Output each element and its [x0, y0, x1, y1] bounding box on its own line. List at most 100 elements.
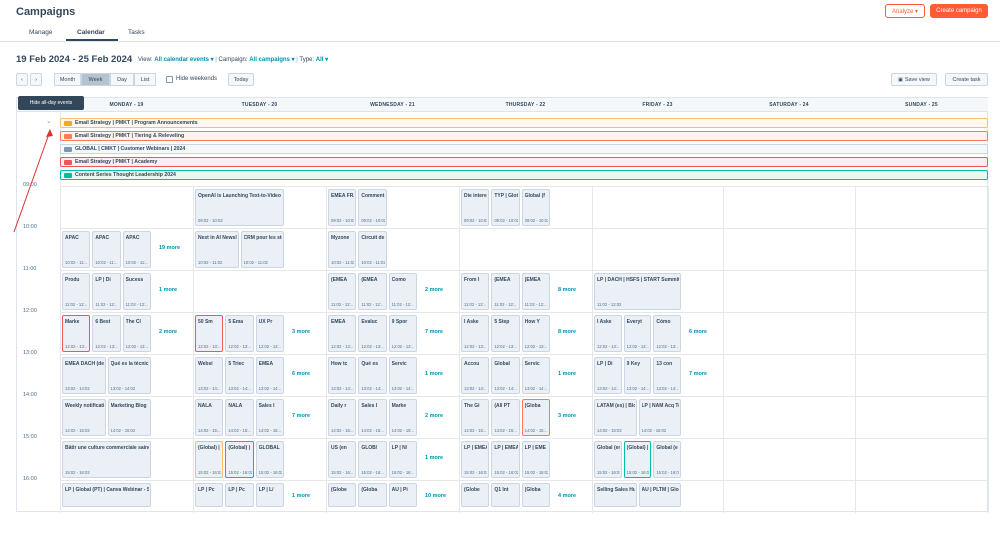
calendar-event[interactable]: How tc 13:02 - 14:..	[328, 357, 357, 394]
calendar-event[interactable]: Global (f 09:02 - 10:02	[521, 189, 550, 226]
calendar-event[interactable]: I Aske 12:02 - 13:..	[594, 315, 622, 352]
calendar-event[interactable]: AU | PLTM | Glol	[638, 483, 681, 507]
more-events-link[interactable]: 7 more	[425, 329, 444, 335]
calendar-event[interactable]: Next in AI Newsl 10:02 - 11:02	[195, 231, 239, 268]
calendar-event[interactable]: Websi 13:02 - 14:..	[195, 357, 224, 394]
today-button[interactable]: Today	[228, 73, 254, 86]
calendar-event[interactable]: Die intere 09:02 - 10:02	[461, 189, 490, 226]
calendar-event[interactable]: CRM pour les sté 10:02 - 11:02	[240, 231, 284, 268]
mode-month[interactable]: Month	[54, 73, 81, 86]
calendar-event[interactable]: Global 13:02 - 14:..	[491, 357, 520, 394]
hide-weekends-checkbox[interactable]	[166, 76, 173, 83]
calendar-event[interactable]: 9 Spor 12:02 - 13:..	[388, 315, 417, 352]
calendar-event[interactable]: 50 Sm 12:02 - 13:..	[195, 315, 224, 352]
calendar-event[interactable]: LP | DACH | HSFS | START Summit Off 11:02…	[594, 273, 681, 310]
calendar-event[interactable]: I Aske 12:02 - 13:..	[461, 315, 490, 352]
more-events-link[interactable]: 2 more	[159, 329, 178, 335]
calendar-event[interactable]: Como 11:02 - 12:..	[388, 273, 417, 310]
calendar-event[interactable]: Global (e 15:02 - 16:02	[653, 441, 681, 478]
calendar-event[interactable]: Weekly notificati 14:02 - 15:02	[62, 399, 106, 436]
all-day-event[interactable]: Email Strategy | PMKT | Program Announce…	[60, 118, 988, 128]
all-day-event[interactable]: GLOBAL | CMKT | Customer Webinars | 2024	[60, 144, 988, 154]
calendar-event[interactable]: Circuit de distrit 10:02 - 11:02	[358, 231, 387, 268]
more-events-link[interactable]: 7 more	[292, 413, 311, 419]
calendar-event[interactable]: 13 con 13:02 - 14:..	[653, 357, 681, 394]
more-events-link[interactable]: 1 more	[292, 493, 311, 499]
next-week-button[interactable]: ›	[30, 73, 42, 86]
more-events-link[interactable]: 3 more	[292, 329, 311, 335]
more-events-link[interactable]: 4 more	[558, 493, 577, 499]
calendar-event[interactable]: LP | EME 15:02 - 16:02	[521, 441, 550, 478]
calendar-event[interactable]: GLOB/15:02 - 16:..	[358, 441, 387, 478]
more-events-link[interactable]: 3 more	[558, 413, 577, 419]
type-dropdown[interactable]: All ▾	[315, 57, 329, 63]
calendar-event[interactable]: (EMEA 11:02 - 12:..	[491, 273, 520, 310]
calendar-event[interactable]: 5 Step 12:02 - 13:..	[491, 315, 520, 352]
calendar-event[interactable]: How Y 12:02 - 13:..	[521, 315, 550, 352]
calendar-event[interactable]: (Global) | 15:02 - 16:02	[623, 441, 652, 478]
calendar-event[interactable]: Bâtir une culture commerciale saine e 15:…	[62, 441, 151, 478]
more-events-link[interactable]: 10 more	[425, 493, 447, 499]
tab-manage[interactable]: Manage	[29, 29, 53, 36]
calendar-event[interactable]: (EMEA 11:02 - 12:..	[521, 273, 550, 310]
calendar-event[interactable]: Comment foncti 09:02 - 10:02	[358, 189, 387, 226]
calendar-event[interactable]: Global (er 15:02 - 16:02	[594, 441, 622, 478]
calendar-event[interactable]: Q1 Int	[491, 483, 520, 507]
more-events-link[interactable]: 7 more	[689, 371, 708, 377]
calendar-event[interactable]: (Global) | 15:02 - 16:02	[225, 441, 254, 478]
create-task-button[interactable]: Create task	[945, 73, 988, 86]
more-events-link[interactable]: 1 more	[425, 455, 444, 461]
calendar-event[interactable]: LP | L/	[255, 483, 284, 507]
calendar-event[interactable]: Accou 13:02 - 14:..	[461, 357, 490, 394]
calendar-event[interactable]: Sales I 14:02 - 15:..	[255, 399, 284, 436]
calendar-event[interactable]: (All PT 14:02 - 15:..	[491, 399, 520, 436]
all-day-event[interactable]: Email Strategy | PMKT | Tiering & Releve…	[60, 131, 988, 141]
calendar-event[interactable]: The Cl 12:02 - 13:..	[122, 315, 151, 352]
collapse-chevron-icon[interactable]: ⌄	[46, 118, 52, 125]
calendar-event[interactable]: Everyt 12:02 - 13:..	[623, 315, 652, 352]
calendar-event[interactable]: (Globa	[521, 483, 550, 507]
calendar-event[interactable]: LATAM (es) | Blog 14:02 - 15:02	[594, 399, 637, 436]
calendar-event[interactable]: APAC 10:02 - 11:..	[62, 231, 91, 268]
calendar-event[interactable]: Daily r 14:02 - 15:..	[328, 399, 357, 436]
calendar-event[interactable]: Marketing Blog 14:02 - 15:02	[107, 399, 151, 436]
calendar-event[interactable]: The Gi 14:02 - 15:..	[461, 399, 490, 436]
calendar-event[interactable]: EMEA 12:02 - 13:..	[328, 315, 357, 352]
calendar-event[interactable]: NALA 14:02 - 15:..	[225, 399, 254, 436]
calendar-event[interactable]: Selling Sales Hub	[594, 483, 637, 507]
calendar-event[interactable]: (Globe	[461, 483, 490, 507]
calendar-event[interactable]: NALA 14:02 - 15:..	[195, 399, 224, 436]
prev-week-button[interactable]: ‹	[16, 73, 28, 86]
calendar-event[interactable]: AU | Pi	[388, 483, 417, 507]
calendar-event[interactable]: Qué es 13:02 - 14:..	[358, 357, 387, 394]
calendar-event[interactable]: EMEA DACH (de) 13:02 - 14:02	[62, 357, 106, 394]
calendar-event[interactable]: EMEA 13:02 - 14:..	[255, 357, 284, 394]
analyze-button[interactable]: Analyze ▾	[885, 4, 925, 18]
more-events-link[interactable]: 8 more	[558, 287, 577, 293]
calendar-event[interactable]: GLOBAL 15:02 - 16:02	[255, 441, 284, 478]
more-events-link[interactable]: 19 more	[159, 245, 181, 251]
calendar-event[interactable]: Cómo 12:02 - 13:..	[653, 315, 681, 352]
all-day-event[interactable]: Content Series Thought Leadership 2024	[60, 170, 988, 180]
calendar-event[interactable]: (Global) | 15:02 - 16:02	[195, 441, 224, 478]
calendar-event[interactable]: UX Pr 12:02 - 13:..	[255, 315, 284, 352]
more-events-link[interactable]: 2 more	[425, 287, 444, 293]
calendar-event[interactable]: (Globa 14:02 - 15:..	[521, 399, 550, 436]
calendar-event[interactable]: EMEA FRANCE (fi 09:02 - 10:02	[328, 189, 357, 226]
calendar-event[interactable]: Servic 13:02 - 14:..	[388, 357, 417, 394]
tab-tasks[interactable]: Tasks	[128, 29, 145, 36]
calendar-event[interactable]: LP | Di 11:02 - 12:..	[92, 273, 121, 310]
calendar-event[interactable]: TYP | Glot 09:02 - 10:02	[491, 189, 520, 226]
calendar-event[interactable]: LP | NAM Acq Te 14:02 - 15:02	[638, 399, 681, 436]
mode-week[interactable]: Week	[81, 73, 110, 86]
calendar-event[interactable]: From I 11:02 - 12:..	[461, 273, 490, 310]
view-dropdown[interactable]: All calendar events ▾	[154, 57, 214, 63]
calendar-event[interactable]: Qué es la técnic 13:02 - 14:02	[107, 357, 151, 394]
calendar-event[interactable]: (Globa	[358, 483, 387, 507]
calendar-event[interactable]: Myzone 10:02 - 11:02	[328, 231, 357, 268]
calendar-event[interactable]: LP | EMEA 15:02 - 16:02	[461, 441, 490, 478]
calendar-event[interactable]: APAC 10:02 - 11:..	[92, 231, 121, 268]
calendar-event[interactable]: (EMEA 11:02 - 12:..	[328, 273, 357, 310]
calendar-event[interactable]: 5 Triec 13:02 - 14:..	[225, 357, 254, 394]
tab-calendar[interactable]: Calendar	[77, 29, 105, 36]
